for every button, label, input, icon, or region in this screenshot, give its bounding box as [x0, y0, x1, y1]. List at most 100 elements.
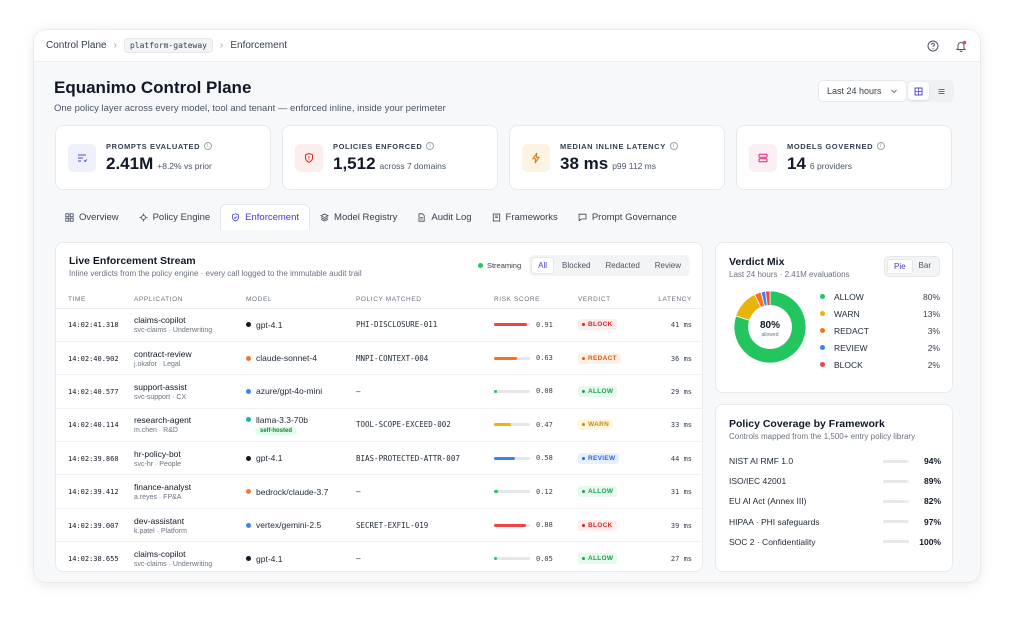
- risk-bar: [494, 557, 530, 561]
- legend-value: 80%: [922, 291, 940, 302]
- table-row[interactable]: 14:02:39.860 hr-policy-bot svc-hr · People…: [56, 441, 702, 476]
- tab-overview[interactable]: Overview: [55, 204, 129, 230]
- filter-redacted[interactable]: Redacted: [605, 261, 640, 270]
- risk-value: 0.08: [536, 387, 553, 396]
- verdict-badge: REVIEW: [578, 452, 620, 464]
- coverage-row[interactable]: NIST AI RMF 1.0 94%: [729, 451, 941, 471]
- breadcrumb-gateway[interactable]: platform-gateway: [123, 38, 213, 53]
- cell-time: 14:02:39.860: [68, 454, 119, 463]
- page-title: Equanimo Control Plane: [54, 78, 252, 97]
- file-icon: [418, 212, 425, 222]
- grid-view-button[interactable]: [908, 82, 929, 100]
- table-row[interactable]: 14:02:41.318 claims-copilot svc-claims · U…: [56, 308, 702, 342]
- top-bar: Control Plane › platform-gateway › Enfor…: [34, 30, 980, 62]
- list-view-button[interactable]: [931, 82, 952, 100]
- cell-application[interactable]: claims-copilot: [134, 549, 186, 560]
- cell-application[interactable]: finance-analyst: [134, 482, 192, 493]
- table-header-row: TIME APPLICATION MODEL POLICY MATCHED RI…: [56, 291, 702, 309]
- framework-name: HIPAA · PHI safeguards: [729, 516, 820, 527]
- grid-icon: [65, 212, 74, 222]
- legend-value: 2%: [927, 359, 940, 370]
- coverage-row[interactable]: HIPAA · PHI safeguards 97%: [729, 512, 941, 532]
- cell-latency: 39 ms: [670, 521, 692, 530]
- app-window: Control Plane › platform-gateway › Enfor…: [34, 30, 980, 582]
- bell-icon[interactable]: [954, 39, 968, 53]
- tab-enforcement[interactable]: Enforcement: [220, 204, 311, 230]
- table-row[interactable]: 14:02:40.114 research-agent m.chen · R&D ll…: [56, 408, 702, 443]
- coverage-value: 100%: [919, 536, 941, 547]
- time-range-select[interactable]: Last 24 hours: [818, 80, 907, 102]
- book-icon: [492, 213, 500, 221]
- tab-policy-engine[interactable]: Policy Engine: [129, 204, 221, 230]
- col-risk[interactable]: RISK SCORE: [488, 291, 572, 309]
- cell-application[interactable]: research-agent: [134, 415, 192, 426]
- cell-owner: k.patel · Platform: [134, 527, 187, 535]
- table-row[interactable]: 14:02:39.412 finance-analyst a.reyes · FP&…: [56, 474, 702, 509]
- tab-label: Prompt Governance: [591, 211, 677, 223]
- col-latency[interactable]: LATENCY: [642, 291, 702, 309]
- tab-model-registry[interactable]: Model Registry: [310, 204, 407, 230]
- kpi-value: 1,512: [333, 153, 376, 173]
- tab-label: Policy Engine: [152, 211, 211, 223]
- bar-toggle-button[interactable]: Bar: [918, 261, 931, 270]
- risk-bar-fill: [494, 323, 527, 327]
- filter-all[interactable]: All: [531, 257, 555, 274]
- framework-name: EU AI Act (Annex III): [729, 496, 807, 507]
- layers-icon: [320, 213, 329, 222]
- coverage-row[interactable]: SOC 2 · Confidentiality 100%: [729, 532, 941, 552]
- kpi-label: MODELS GOVERNED: [787, 141, 874, 151]
- col-time[interactable]: TIME: [56, 291, 128, 309]
- info-icon[interactable]: i: [204, 142, 213, 150]
- table-row[interactable]: 14:02:40.577 support-assist svc-support · …: [56, 374, 702, 409]
- legend-label: BLOCK: [834, 359, 863, 370]
- cell-application[interactable]: dev-assistant: [134, 515, 185, 526]
- breadcrumb-control-plane[interactable]: Control Plane: [46, 40, 107, 51]
- coverage-row[interactable]: EU AI Act (Annex III) 82%: [729, 491, 941, 511]
- info-icon[interactable]: i: [426, 142, 435, 150]
- main-tabs: Overview Policy Engine Enforcement Model…: [55, 204, 687, 230]
- legend-dot-icon: [820, 345, 825, 350]
- coverage-row[interactable]: ISO/IEC 42001 89%: [729, 471, 941, 491]
- framework-name: NIST AI RMF 1.0: [729, 456, 794, 467]
- col-application[interactable]: APPLICATION: [128, 291, 240, 309]
- col-verdict[interactable]: VERDICT: [572, 291, 642, 309]
- cell-application[interactable]: hr-policy-bot: [134, 448, 181, 459]
- info-icon[interactable]: i: [877, 142, 886, 150]
- page-subtitle: One policy layer across every model, too…: [54, 103, 446, 114]
- tab-frameworks[interactable]: Frameworks: [482, 204, 568, 230]
- col-policy[interactable]: POLICY MATCHED: [350, 291, 488, 309]
- help-icon[interactable]: [926, 39, 940, 53]
- kpi-median-latency: MEDIAN INLINE LATENCY i 38 ms p99 112 ms: [509, 125, 725, 190]
- tab-prompt-governance[interactable]: Prompt Governance: [568, 204, 687, 230]
- bolt-icon: [522, 143, 550, 172]
- legend-item-review[interactable]: REVIEW 2%: [820, 339, 940, 356]
- risk-bar-fill: [494, 523, 526, 527]
- tab-label: Model Registry: [334, 211, 398, 223]
- table-row[interactable]: 14:02:40.902 contract-review j.okafor · Le…: [56, 341, 702, 376]
- col-model[interactable]: MODEL: [240, 291, 350, 309]
- table-row[interactable]: 14:02:38.655 claims-copilot svc-claims · U…: [56, 542, 702, 571]
- legend-item-warn[interactable]: WARN 13%: [820, 305, 940, 322]
- legend-item-block[interactable]: BLOCK 2%: [820, 356, 940, 373]
- provider-dot-icon: [246, 522, 251, 528]
- pie-toggle-button[interactable]: Pie: [886, 259, 913, 274]
- filter-blocked[interactable]: Blocked: [562, 261, 591, 270]
- legend-item-allow[interactable]: ALLOW 80%: [820, 288, 940, 305]
- tab-label: Frameworks: [505, 211, 558, 223]
- grid-view-icon: [914, 87, 923, 95]
- cell-application[interactable]: support-assist: [134, 381, 187, 392]
- cell-time: 14:02:39.007: [68, 521, 119, 530]
- kpi-value: 38 ms: [560, 153, 609, 173]
- cell-owner: j.okafor · Legal: [134, 360, 181, 368]
- tab-audit-log[interactable]: Audit Log: [407, 204, 481, 230]
- cell-application[interactable]: claims-copilot: [134, 315, 186, 326]
- filter-review[interactable]: Review: [654, 261, 681, 270]
- info-icon[interactable]: i: [669, 142, 678, 150]
- verdict-badge: WARN: [578, 419, 614, 431]
- verdict-label: ALLOW: [588, 488, 614, 496]
- table-row[interactable]: 14:02:39.007 dev-assistant k.patel · Platf…: [56, 508, 702, 543]
- legend-item-redact[interactable]: REDACT 3%: [820, 322, 940, 339]
- cell-application[interactable]: contract-review: [134, 348, 192, 359]
- legend-label: ALLOW: [834, 291, 864, 302]
- cell-risk: 0.47: [494, 421, 566, 429]
